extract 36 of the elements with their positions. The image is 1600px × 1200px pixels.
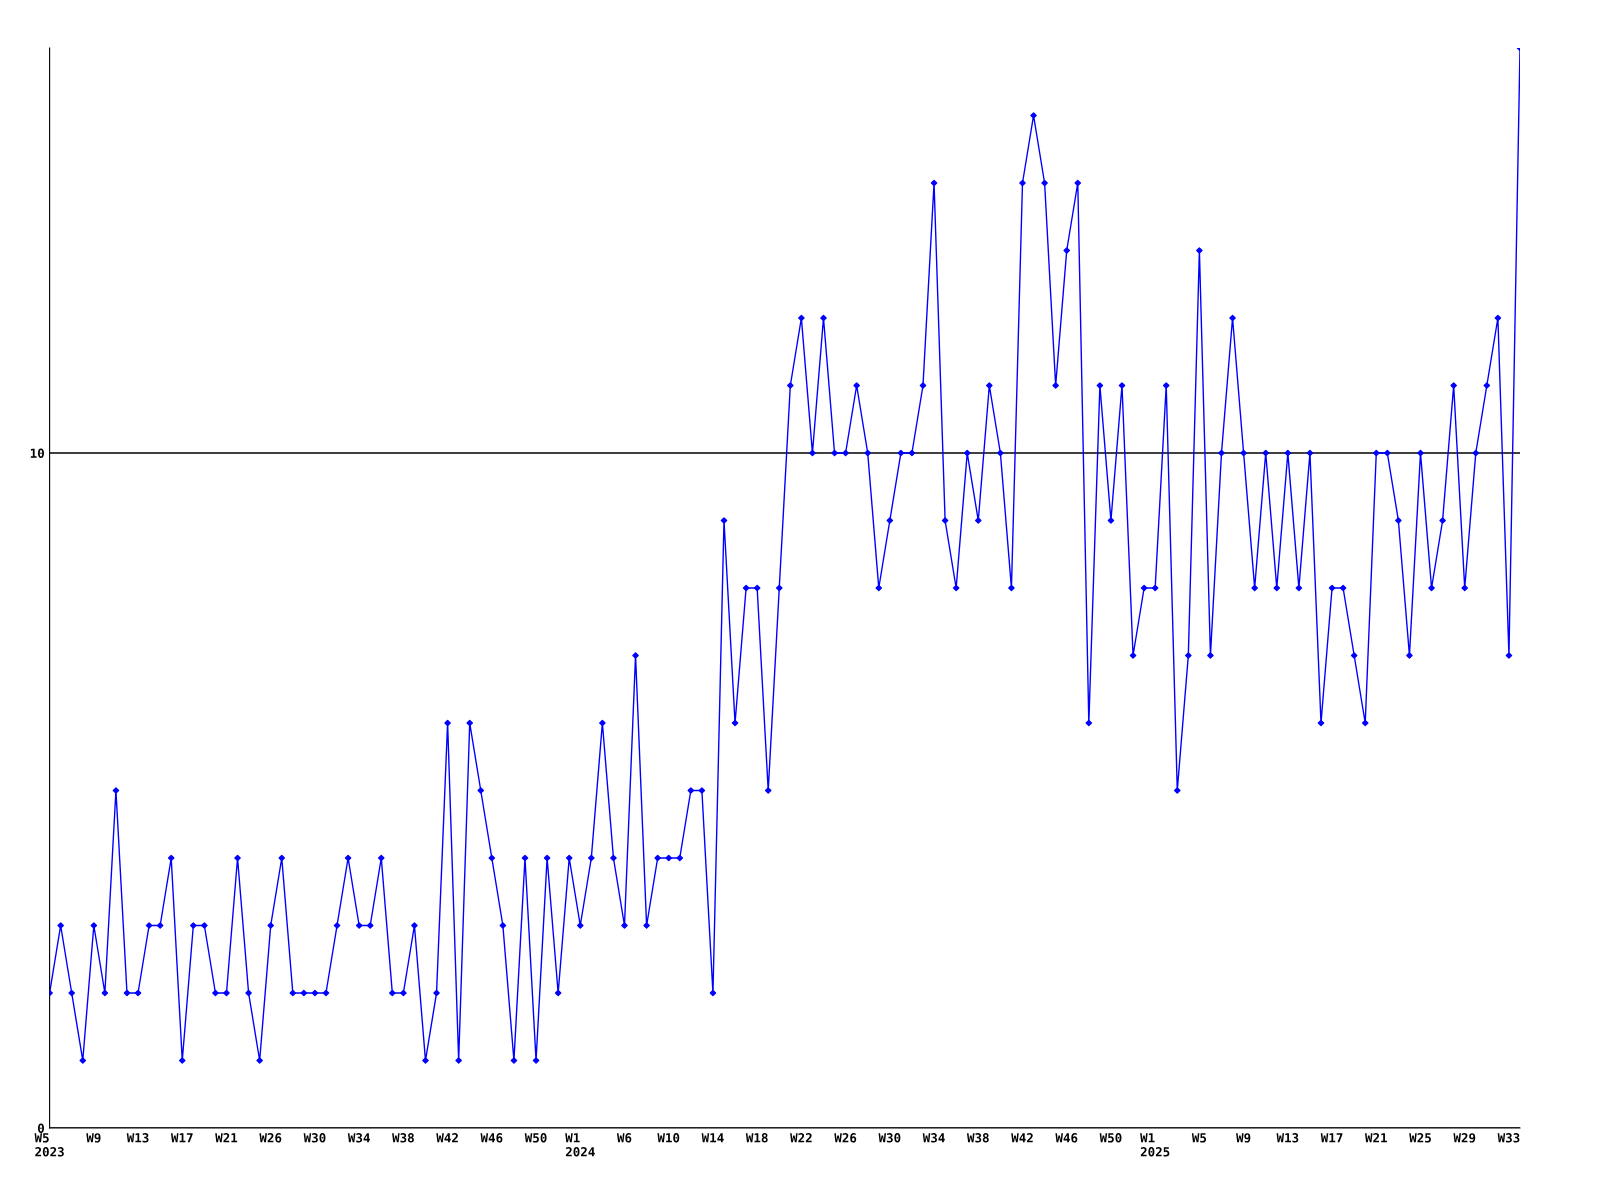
x-tick-label: W38 (966, 1133, 989, 1143)
x-tick-label: W46 (480, 1133, 503, 1143)
x-tick-label: W9 (1236, 1133, 1251, 1143)
x-tick-label: W34 (347, 1133, 370, 1143)
x-tick-label: W14 (701, 1133, 724, 1143)
x-tick-label: W29 (1453, 1133, 1476, 1143)
x-tick-label: W50 (1099, 1133, 1122, 1143)
x-tick-label: W21 (1364, 1133, 1387, 1143)
x-tick-label: W18 (745, 1133, 768, 1143)
x-tick-label: W26 (259, 1133, 282, 1143)
x-tick-label: W30 (303, 1133, 326, 1143)
y-tick-label: 0 (37, 1123, 44, 1133)
x-tick-label: W10 (657, 1133, 680, 1143)
x-tick-label: W26 (834, 1133, 857, 1143)
x-tick-label: W21 (215, 1133, 238, 1143)
x-tick-label: W17 (170, 1133, 193, 1143)
x-tick-label: W33 (1497, 1133, 1520, 1143)
x-tick-label: W17 (1320, 1133, 1343, 1143)
x-tick-label: W50 (524, 1133, 547, 1143)
y-tick-label: 10 (30, 448, 44, 458)
x-tick-label: W5 (1191, 1133, 1207, 1143)
x-tick-label: W13 (126, 1133, 149, 1143)
x-tick-label: W5 2023 (34, 1133, 64, 1157)
x-tick-label: W30 (878, 1133, 901, 1143)
x-tick-label: W38 (392, 1133, 414, 1143)
x-tick-label: W25 (1409, 1133, 1431, 1143)
x-tick-label: W6 (616, 1133, 632, 1143)
x-tick-label: W1 2024 (565, 1133, 595, 1157)
x-tick-label: W46 (1055, 1133, 1078, 1143)
x-tick-label: W42 (1011, 1133, 1033, 1143)
x-tick-label: W22 (790, 1133, 812, 1143)
x-tick-label: W9 (86, 1133, 101, 1143)
x-tick-label: W34 (922, 1133, 945, 1143)
x-tick-label: W1 2025 (1140, 1133, 1170, 1157)
x-tick-label: W13 (1276, 1133, 1299, 1143)
x-tick-label: W42 (436, 1133, 458, 1143)
